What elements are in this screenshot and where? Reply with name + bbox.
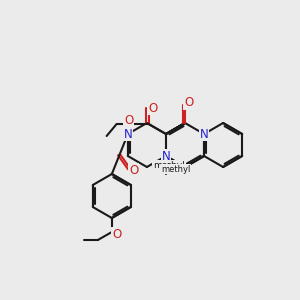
Text: methyl: methyl bbox=[153, 160, 185, 169]
Text: O: O bbox=[112, 227, 122, 241]
Text: N: N bbox=[162, 149, 170, 163]
Text: O: O bbox=[124, 113, 133, 127]
Text: N: N bbox=[124, 128, 132, 140]
Text: N: N bbox=[200, 128, 208, 140]
Text: N: N bbox=[162, 149, 170, 163]
Text: N: N bbox=[200, 128, 208, 140]
Text: N: N bbox=[124, 128, 132, 140]
Text: O: O bbox=[129, 164, 139, 176]
Text: methyl: methyl bbox=[161, 164, 190, 173]
Text: O: O bbox=[184, 97, 194, 110]
Text: O: O bbox=[148, 101, 157, 115]
